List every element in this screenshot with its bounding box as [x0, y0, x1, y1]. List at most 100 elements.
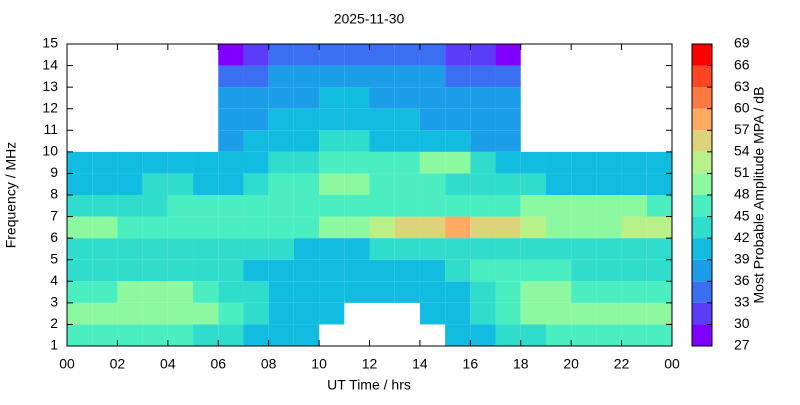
heat-cell [243, 216, 269, 239]
heat-cell [646, 302, 672, 325]
heat-cell [419, 87, 446, 109]
heat-cell [319, 151, 345, 174]
heat-cell [419, 108, 446, 131]
heat-cell [243, 173, 269, 195]
y-tick-label: 2 [50, 315, 58, 331]
heat-cell [419, 195, 446, 217]
heat-cell [117, 302, 143, 325]
heat-cell [243, 65, 269, 88]
x-tick-label: 08 [261, 356, 277, 372]
heat-cell [142, 302, 168, 325]
colorbar-tick-label: 69 [734, 35, 750, 51]
heat-cell [293, 259, 320, 282]
heat-cell [243, 259, 269, 282]
y-tick-label: 14 [42, 56, 58, 72]
heat-cell [319, 44, 345, 66]
heat-cell [193, 238, 219, 260]
heat-cell [621, 173, 647, 195]
heat-cell [218, 87, 244, 109]
heat-cell [369, 130, 395, 152]
heat-cell [646, 151, 672, 174]
heat-cell [369, 87, 395, 109]
heat-cell [596, 238, 622, 260]
heat-cell [369, 216, 395, 239]
heat-cell [293, 151, 320, 174]
heat-cell [394, 259, 420, 282]
heat-cell [596, 281, 622, 303]
colorbar-swatch [692, 259, 712, 282]
heat-cell [470, 44, 496, 66]
heat-cell [394, 44, 420, 66]
heat-cell [92, 259, 118, 282]
heat-cell [394, 151, 420, 174]
x-tick-label: 04 [160, 356, 176, 372]
heat-cell [445, 302, 471, 325]
colorbar-tick-label: 54 [734, 143, 750, 159]
heat-cell [117, 259, 143, 282]
heat-cell [243, 281, 269, 303]
heat-cell [142, 173, 168, 195]
heat-cell [470, 302, 496, 325]
heat-cell [369, 195, 395, 217]
heat-cell [419, 216, 446, 239]
heat-cell [243, 302, 269, 325]
heat-cell [167, 302, 194, 325]
heat-cell [67, 151, 93, 174]
heat-cell [218, 65, 244, 88]
y-tick-label: 10 [42, 143, 58, 159]
heat-cell [344, 87, 370, 109]
heat-cell [218, 281, 244, 303]
heat-cell [67, 238, 93, 260]
heat-cell [193, 281, 219, 303]
heat-cell [495, 65, 521, 88]
y-tick-label: 12 [42, 99, 58, 115]
heat-cell [218, 238, 244, 260]
heat-cell [92, 324, 118, 346]
heat-cell [268, 195, 294, 217]
heat-cell [470, 238, 496, 260]
heat-cell [495, 87, 521, 109]
heat-cell [369, 173, 395, 195]
heat-cell [293, 130, 320, 152]
heat-cell [470, 324, 496, 346]
heat-cell [470, 87, 496, 109]
heat-cell [117, 324, 143, 346]
colorbar-swatch [692, 130, 712, 152]
heat-cell [495, 108, 521, 131]
heat-cell [167, 173, 194, 195]
x-tick-label: 00 [59, 356, 75, 372]
heat-cell [445, 216, 471, 239]
heat-cell [621, 281, 647, 303]
heat-cell [218, 151, 244, 174]
heat-cell [293, 65, 320, 88]
x-tick-label: 20 [563, 356, 579, 372]
heat-cell [419, 151, 446, 174]
heat-cell [621, 324, 647, 346]
heat-cell [193, 151, 219, 174]
heat-cell [243, 87, 269, 109]
heat-cell [545, 151, 572, 174]
heat-cell [142, 238, 168, 260]
y-tick-label: 1 [50, 337, 58, 353]
heat-cell [445, 44, 471, 66]
heat-cell [545, 302, 572, 325]
heat-cell [67, 259, 93, 282]
heat-cell [419, 238, 446, 260]
heat-cell [218, 259, 244, 282]
y-tick-label: 9 [50, 164, 58, 180]
colorbar-swatch [692, 44, 712, 66]
heat-cell [268, 281, 294, 303]
heat-cell [268, 130, 294, 152]
colorbar-swatch [692, 65, 712, 88]
heat-cell [545, 173, 572, 195]
heat-cell [596, 302, 622, 325]
heat-cell [394, 87, 420, 109]
heat-cell [117, 281, 143, 303]
x-tick-label: 10 [311, 356, 327, 372]
y-axis-label: Frequency / MHz [3, 142, 19, 249]
heat-cell [520, 302, 546, 325]
heat-cell [621, 195, 647, 217]
heat-cell [470, 151, 496, 174]
x-axis-label: UT Time / hrs [327, 377, 411, 393]
